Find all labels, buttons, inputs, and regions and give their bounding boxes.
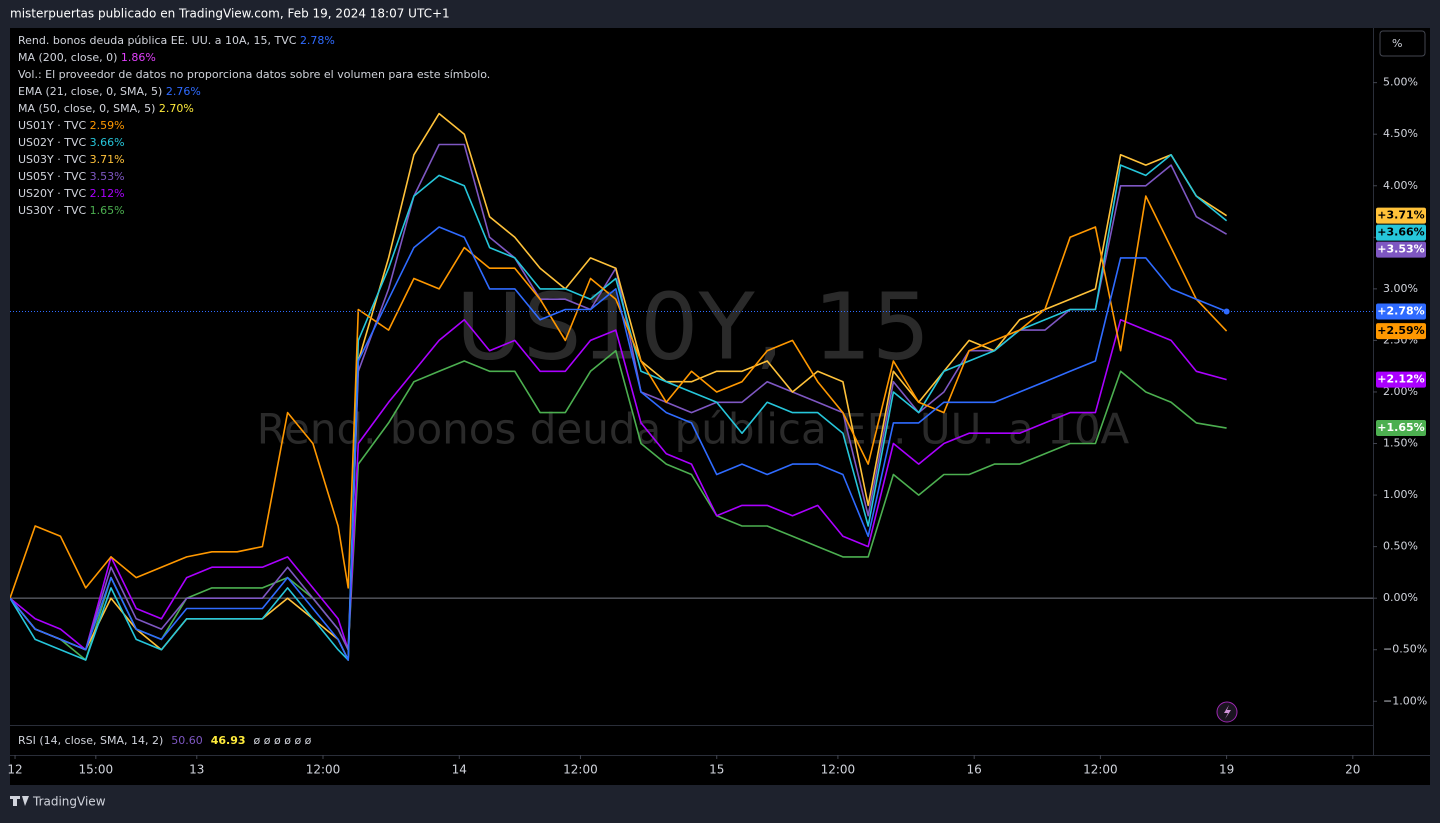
indicator-value: 1.86% bbox=[121, 51, 156, 64]
legend-name: US20Y · TVC bbox=[18, 187, 90, 200]
footer-logo bbox=[10, 796, 29, 806]
x-tick-label: 12:00 bbox=[821, 763, 856, 777]
legend-value: 3.71% bbox=[90, 153, 125, 166]
x-tick-label: 12:00 bbox=[563, 763, 598, 777]
price-tag bbox=[1376, 207, 1426, 224]
legend-row: Vol.: El proveedor de datos no proporcio… bbox=[18, 68, 490, 81]
x-tick-label: 14 bbox=[452, 763, 467, 777]
y-tick-label: 0.50% bbox=[1383, 540, 1418, 553]
scale-button[interactable] bbox=[1379, 30, 1426, 57]
footer: TradingView bbox=[10, 795, 106, 809]
price-tag-label: +2.78% bbox=[1377, 305, 1424, 318]
legend-row: MA (200, close, 0) 1.86% bbox=[18, 51, 156, 64]
x-tick-label: 15 bbox=[709, 763, 724, 777]
legend-value: 1.65% bbox=[90, 204, 125, 217]
y-tick-label: 1.00% bbox=[1383, 488, 1418, 501]
price-tag-label: +3.71% bbox=[1377, 209, 1424, 222]
x-tick-label: 12 bbox=[7, 763, 22, 777]
legend-name: US03Y · TVC bbox=[18, 153, 90, 166]
y-tick-label: 4.50% bbox=[1383, 127, 1418, 140]
price-tag-label: +3.53% bbox=[1377, 243, 1424, 256]
y-tick-label: 1.50% bbox=[1383, 437, 1418, 450]
rsi-legend: RSI (14, close, SMA, 14, 2) 50.60 46.93 ø ø… bbox=[18, 734, 312, 747]
indicator-value: 2.76% bbox=[166, 85, 201, 98]
scale-button-label[interactable]: % bbox=[1392, 37, 1402, 50]
indicator-name: MA (50, close, 0, SMA, 5) bbox=[18, 102, 159, 115]
rsi-label: RSI (14, close, SMA, 14, 2) bbox=[18, 734, 163, 747]
footer-brand: TradingView bbox=[32, 795, 106, 809]
volume-note: Vol.: El proveedor de datos no proporcio… bbox=[18, 68, 490, 81]
watermark: US10Y, 15 bbox=[456, 273, 931, 380]
price-tag-label: +2.59% bbox=[1377, 324, 1424, 337]
y-tick-label: 2.00% bbox=[1383, 385, 1418, 398]
price-tag bbox=[1376, 241, 1426, 258]
legend-row: US30Y · TVC 1.65% bbox=[18, 204, 125, 217]
price-tag bbox=[1376, 303, 1426, 320]
legend-value: 3.66% bbox=[90, 136, 125, 149]
plot bbox=[10, 112, 1228, 661]
x-tick-label: 15:00 bbox=[79, 763, 114, 777]
price-tag bbox=[1376, 224, 1426, 241]
series-line bbox=[10, 349, 1227, 661]
alert-icon-glyph bbox=[1224, 705, 1231, 719]
legend-row: Rend. bonos deuda pública EE. UU. a 10A,… bbox=[18, 34, 335, 47]
legend-row: MA (50, close, 0, SMA, 5) 2.70% bbox=[18, 102, 194, 115]
price-tag bbox=[1376, 323, 1426, 340]
x-tick-label: 20 bbox=[1345, 763, 1360, 777]
legend-row: EMA (21, close, 0, SMA, 5) 2.76% bbox=[18, 85, 201, 98]
legend-name: US01Y · TVC bbox=[18, 119, 90, 132]
y-tick-label: −1.00% bbox=[1383, 694, 1427, 707]
price-tag-label: +2.12% bbox=[1377, 373, 1424, 386]
legend-name: US30Y · TVC bbox=[18, 204, 90, 217]
legend-value: 3.53% bbox=[90, 170, 125, 183]
series-line bbox=[10, 226, 1227, 661]
rsi-rest: ø ø ø ø ø ø bbox=[254, 734, 312, 747]
x-tick-label: 16 bbox=[967, 763, 982, 777]
x-tick-label: 12:00 bbox=[306, 763, 341, 777]
legend-row: US01Y · TVC 2.59% bbox=[18, 119, 125, 132]
y-tick-label: 5.00% bbox=[1383, 76, 1418, 89]
indicator-value: 2.70% bbox=[159, 102, 194, 115]
series-line bbox=[10, 195, 1228, 599]
legend-value: 2.12% bbox=[90, 187, 125, 200]
price-tag bbox=[1376, 371, 1426, 388]
price-tag bbox=[1376, 420, 1426, 437]
indicator-name: EMA (21, close, 0, SMA, 5) bbox=[18, 85, 166, 98]
last-point bbox=[1223, 308, 1230, 315]
legend-row: US20Y · TVC 2.12% bbox=[18, 187, 125, 200]
x-tick-label: 19 bbox=[1219, 763, 1234, 777]
rsi-value: 46.93 bbox=[211, 734, 246, 747]
legend-name: Rend. bonos deuda pública EE. UU. a 10A,… bbox=[18, 34, 300, 47]
y-tick-label: 0.00% bbox=[1383, 591, 1418, 604]
legend-row: US02Y · TVC 3.66% bbox=[18, 136, 125, 149]
legend-row: US03Y · TVC 3.71% bbox=[18, 153, 125, 166]
legend-name: US05Y · TVC bbox=[18, 170, 90, 183]
legend-value: 2.78% bbox=[300, 34, 335, 47]
header: misterpuertas publicado en TradingView.c… bbox=[10, 7, 450, 21]
y-tick-label: −0.50% bbox=[1383, 643, 1427, 656]
price-tag-label: +1.65% bbox=[1377, 421, 1424, 434]
legend-value: 2.59% bbox=[90, 119, 125, 132]
series-line bbox=[10, 319, 1227, 651]
y-tick-label: 4.00% bbox=[1383, 179, 1418, 192]
indicator-name: MA (200, close, 0) bbox=[18, 51, 121, 64]
rsi-value: 50.60 bbox=[171, 734, 203, 747]
x-tick-label: 13 bbox=[189, 763, 204, 777]
legend-name: US02Y · TVC bbox=[18, 136, 90, 149]
legend-row: US05Y · TVC 3.53% bbox=[18, 170, 125, 183]
y-tick-label: 3.00% bbox=[1383, 282, 1418, 295]
x-tick-label: 12:00 bbox=[1083, 763, 1118, 777]
price-tag-label: +3.66% bbox=[1377, 226, 1424, 239]
